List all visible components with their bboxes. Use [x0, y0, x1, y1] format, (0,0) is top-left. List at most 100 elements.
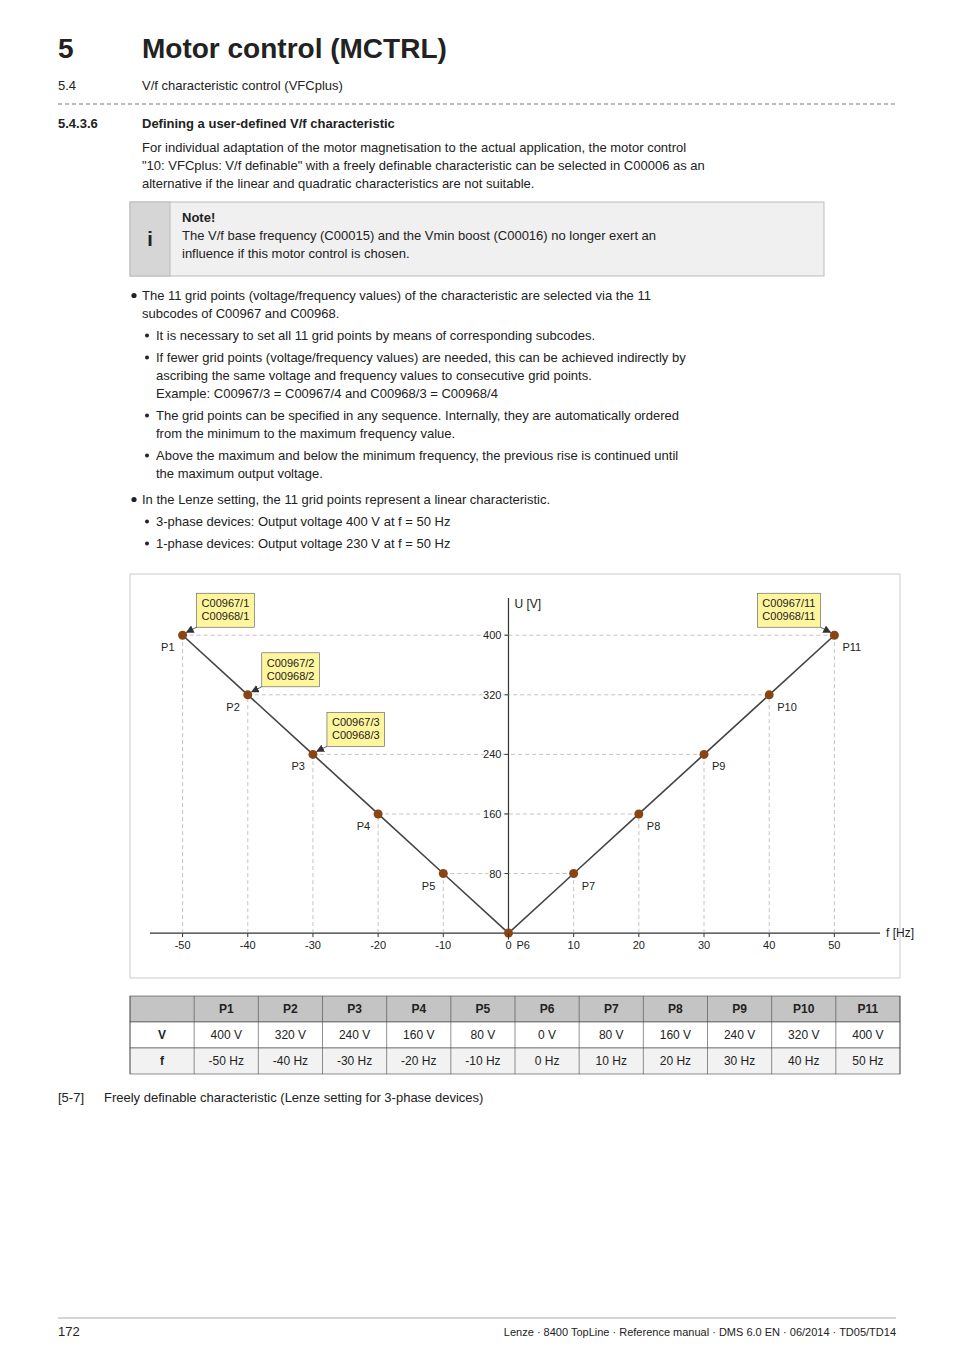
- characteristic-line: [183, 635, 835, 933]
- sub-bullet-line: the maximum output voltage.: [156, 466, 323, 481]
- paragraph-line: For individual adaptation of the motor m…: [142, 140, 686, 155]
- table-column-line: [643, 996, 644, 1074]
- x-tick-label: 40: [763, 939, 775, 951]
- x-tick-label: -30: [305, 939, 321, 951]
- reference-line: [183, 635, 509, 636]
- sub-bullet: [145, 542, 149, 546]
- annotation-text: C00967/2C00968/2: [267, 657, 315, 682]
- point-label: P6: [516, 939, 529, 951]
- table-cell: 400 V: [852, 1028, 883, 1042]
- point-label: P11: [842, 641, 861, 653]
- x-tick-label: -40: [240, 939, 256, 951]
- x-tick-label: -20: [370, 939, 386, 951]
- point-label: P10: [777, 701, 797, 713]
- footer-line: [58, 1318, 896, 1319]
- reference-line: [508, 694, 769, 695]
- annotation-box: [262, 653, 320, 687]
- x-tick: [312, 933, 313, 937]
- sub-bullet: [145, 454, 149, 458]
- sub-bullet-line: 3-phase devices: Output voltage 400 V at…: [156, 514, 451, 529]
- annotations: C00967/1C00968/1C00967/2C00968/2C00967/3…: [187, 593, 831, 751]
- grid-point: [569, 869, 578, 878]
- grid-point: [178, 631, 187, 640]
- annotation-text: C00967/11C00968/11: [762, 597, 815, 622]
- annotation-line: C00967/11: [762, 597, 815, 609]
- reference-line: [182, 635, 183, 933]
- annotation-line: C00967/1: [202, 597, 250, 609]
- grid-point: [504, 929, 513, 938]
- reference-line: [573, 874, 574, 934]
- ticks: -50-40-30-20-100102030405080160240320400: [175, 629, 841, 951]
- bullet: [131, 497, 136, 502]
- footer-text: Lenze · 8400 TopLine · Reference manual …: [504, 1326, 896, 1338]
- table-header: P4: [411, 1002, 426, 1016]
- annotation-text: C00967/1C00968/1: [202, 597, 250, 622]
- note-box: [130, 202, 824, 276]
- table-cell: V: [158, 1028, 166, 1042]
- sub-bullet-line: The grid points can be specified in any …: [156, 408, 679, 423]
- note-line: influence if this motor control is chose…: [182, 246, 410, 261]
- point-label: P3: [291, 760, 304, 772]
- grid-point: [439, 869, 448, 878]
- table-column-line: [194, 996, 195, 1074]
- graph-box: [130, 574, 900, 978]
- x-tick-label: 30: [698, 939, 710, 951]
- section-number: 5.4.3.6: [58, 116, 98, 131]
- reference-line: [312, 754, 313, 933]
- table-column-line: [835, 996, 836, 1074]
- annotation: C00967/1C00968/1: [187, 593, 255, 632]
- table-header: P11: [858, 1002, 879, 1016]
- note-icon-box: [130, 202, 170, 276]
- annotation: C00967/2C00968/2: [252, 653, 320, 692]
- annotation-arrow: [317, 746, 327, 751]
- x-tick-label: 20: [633, 939, 645, 951]
- annotation-line: C00968/11: [762, 610, 815, 622]
- y-tick: [504, 813, 508, 814]
- point-label: P2: [226, 701, 239, 713]
- footer-page: 172: [58, 1324, 80, 1339]
- x-tick-label: -10: [435, 939, 451, 951]
- annotation-arrow: [252, 687, 262, 692]
- table-column-line: [386, 996, 387, 1074]
- header-number: 5: [58, 33, 74, 64]
- note-title: Note!: [182, 210, 215, 225]
- sub-bullet-line: 1-phase devices: Output voltage 230 V at…: [156, 536, 451, 551]
- reference-line: [248, 694, 509, 695]
- point-labels: P1P2P3P4P5P6P7P8P9P10P11: [161, 641, 861, 951]
- table: P1P2P3P4P5P6P7P8P9P10P11V400 V320 V240 V…: [130, 996, 900, 1074]
- table-cell: 320 V: [275, 1028, 306, 1042]
- annotation-box: [327, 712, 385, 746]
- sub-bullet-line: It is necessary to set all 11 grid point…: [156, 328, 595, 343]
- note-line: The V/f base frequency (C00015) and the …: [182, 228, 656, 243]
- point-label: P9: [712, 760, 725, 772]
- table-column-line: [450, 996, 451, 1074]
- y-tick-label: 400: [483, 629, 501, 641]
- annotation-arrow: [187, 627, 197, 632]
- header-number: 5.4: [58, 78, 76, 93]
- table-header: P7: [604, 1002, 619, 1016]
- y-tick: [504, 754, 508, 755]
- table-cell: 10 Hz: [596, 1054, 627, 1068]
- x-tick: [638, 933, 639, 937]
- annotation-arrow: [820, 627, 830, 632]
- x-tick: [834, 933, 835, 937]
- header-text: V/f characteristic control (VFCplus): [142, 78, 343, 93]
- reference-line: [508, 813, 638, 814]
- table-column-line: [322, 996, 323, 1074]
- annotation-line: C00967/2: [267, 657, 315, 669]
- paragraph-line: alternative if the linear and quadratic …: [142, 176, 534, 191]
- bullet-line: In the Lenze setting, the 11 grid points…: [142, 492, 550, 507]
- sub-bullet: [145, 520, 149, 524]
- table-header: P3: [347, 1002, 362, 1016]
- x-tick-label: 0: [505, 939, 511, 951]
- note-icon: i: [147, 228, 153, 250]
- point-label: P1: [161, 641, 174, 653]
- x-axis-line: [150, 933, 880, 934]
- paragraph-line: "10: VFCplus: V/f definable" with a free…: [142, 158, 705, 173]
- table-cell: 30 Hz: [724, 1054, 755, 1068]
- table-column-line: [515, 996, 516, 1074]
- y-axis-label: U [V]: [514, 597, 541, 611]
- table-header: P9: [732, 1002, 747, 1016]
- header-text: Motor control (MCTRL): [142, 33, 447, 64]
- grid-point: [634, 809, 643, 818]
